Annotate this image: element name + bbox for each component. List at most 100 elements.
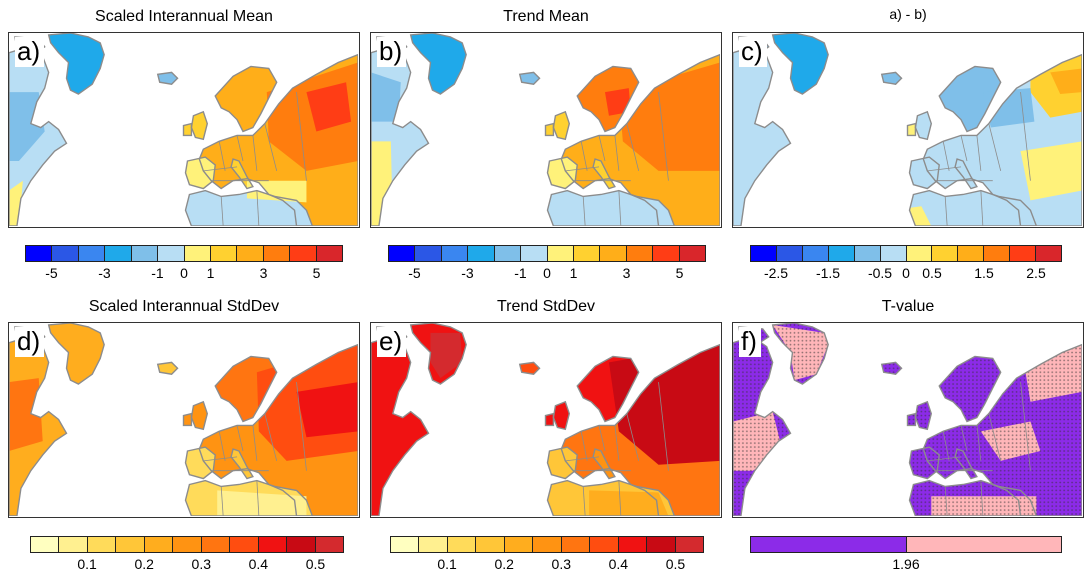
country-border	[598, 425, 606, 452]
map-panel-c: c)	[732, 32, 1084, 228]
map-panel-e: e)	[370, 322, 722, 518]
colorbar-d	[30, 536, 344, 553]
land-scandinavia	[939, 66, 1001, 132]
country-border	[264, 123, 278, 171]
country-border	[256, 190, 260, 226]
field-contour	[9, 378, 43, 452]
land-iberia	[547, 157, 578, 189]
colorbar-swatch	[52, 246, 79, 261]
colorbar-swatch	[751, 246, 777, 261]
colorbar-tick-label: -2.5	[763, 265, 789, 281]
country-border	[220, 196, 224, 226]
country-border	[658, 92, 669, 181]
coastline	[47, 33, 105, 95]
colorbar-tick-label: 0.3	[551, 556, 571, 572]
panel-label-d: d)	[15, 327, 45, 357]
land-iceland	[157, 362, 178, 375]
colorbar-tick-label: 1.5	[974, 265, 994, 281]
country-border	[944, 196, 948, 226]
coastline	[560, 343, 720, 516]
colorbar-tick-label: -3	[461, 265, 474, 281]
land-greenland	[48, 33, 105, 95]
colorbar-tick-label: 5	[312, 265, 321, 281]
colorbar-swatch	[561, 537, 591, 552]
land-uk	[553, 401, 570, 430]
colorbar-swatch	[618, 537, 648, 552]
colorbar-swatch	[600, 246, 627, 261]
coastline	[518, 361, 541, 375]
field-contour	[1020, 141, 1082, 201]
colorbar-swatch	[447, 537, 477, 552]
title-e: Trend StdDev	[496, 298, 596, 315]
coastline	[184, 446, 216, 480]
coastline	[214, 355, 278, 423]
colorbar-swatch	[675, 537, 703, 552]
country-border	[614, 135, 620, 171]
title-d: Scaled Interannual StdDev	[88, 298, 280, 315]
colorbar-swatch	[984, 246, 1011, 261]
country-border	[988, 123, 1002, 171]
colorbar-swatch	[158, 246, 185, 261]
colorbar-swatch	[415, 246, 442, 261]
colorbar-tick-label: 1	[569, 265, 578, 281]
country-border	[580, 141, 588, 171]
land-uk	[191, 111, 208, 140]
colorbar-tick-label: -0.5	[867, 265, 893, 281]
colorbar-swatch	[626, 246, 654, 261]
colorbar-swatch	[144, 537, 174, 552]
coastline	[184, 189, 314, 226]
colorbar-tick-label: 0	[902, 265, 910, 281]
colorbar-swatch	[201, 537, 231, 552]
colorbar-swatch	[287, 537, 316, 552]
colorbar-swatch	[441, 246, 469, 261]
coastline	[938, 355, 1002, 423]
colorbar-swatch	[316, 246, 343, 261]
coastline	[230, 158, 254, 190]
coastline	[182, 412, 193, 427]
country-border	[1020, 382, 1031, 471]
country-border	[264, 413, 278, 461]
land-iberia	[185, 157, 216, 189]
coastline	[592, 448, 616, 480]
country-border	[980, 190, 984, 226]
land-iberia	[547, 447, 578, 479]
title-a: Scaled Interannual Mean	[95, 8, 273, 25]
map-panel-d: d)	[8, 322, 360, 518]
coastline	[371, 336, 430, 516]
colorbar-swatch	[237, 246, 264, 261]
land-iceland	[519, 362, 540, 375]
country-border	[942, 431, 950, 461]
field-contour	[371, 72, 401, 122]
country-border	[980, 480, 984, 516]
coastline	[733, 46, 792, 226]
colorbar-tick-label: 3	[622, 265, 631, 281]
colorbar-tick-label: 0.5	[305, 556, 326, 572]
colorbar-swatch	[87, 537, 117, 552]
country-border	[218, 141, 226, 171]
coastline	[156, 71, 179, 85]
coastline	[184, 479, 314, 516]
colorbar-c	[750, 245, 1062, 262]
title-c: a) - b)	[889, 6, 927, 22]
country-border	[942, 141, 950, 171]
ticks-e: 0.1 0.2 0.3 0.4 0.5	[390, 556, 704, 574]
ticks-d: 0.1 0.2 0.3 0.4 0.5	[30, 556, 344, 574]
coastline	[198, 53, 358, 226]
country-border	[203, 456, 238, 462]
ticks-a: -5 -3 -1 0 1 3 5	[25, 265, 343, 283]
coastline	[906, 122, 917, 137]
land-ireland	[183, 413, 192, 426]
colorbar-tick-label: -1	[514, 265, 527, 281]
land-ireland	[907, 123, 916, 136]
colorbar-swatch	[776, 246, 803, 261]
land-ireland	[183, 123, 192, 136]
colorbar-swatch	[1010, 246, 1037, 261]
map-svg	[9, 323, 358, 516]
map-panel-b: b)	[370, 32, 722, 228]
colorbar-tick-label: 0.2	[494, 556, 514, 572]
colorbar-tick-label: -1	[151, 265, 164, 281]
colorbar-swatch	[828, 246, 855, 261]
colorbar-swatch	[290, 246, 317, 261]
panel-label-b: b)	[377, 37, 407, 67]
colorbar-swatch	[116, 537, 145, 552]
